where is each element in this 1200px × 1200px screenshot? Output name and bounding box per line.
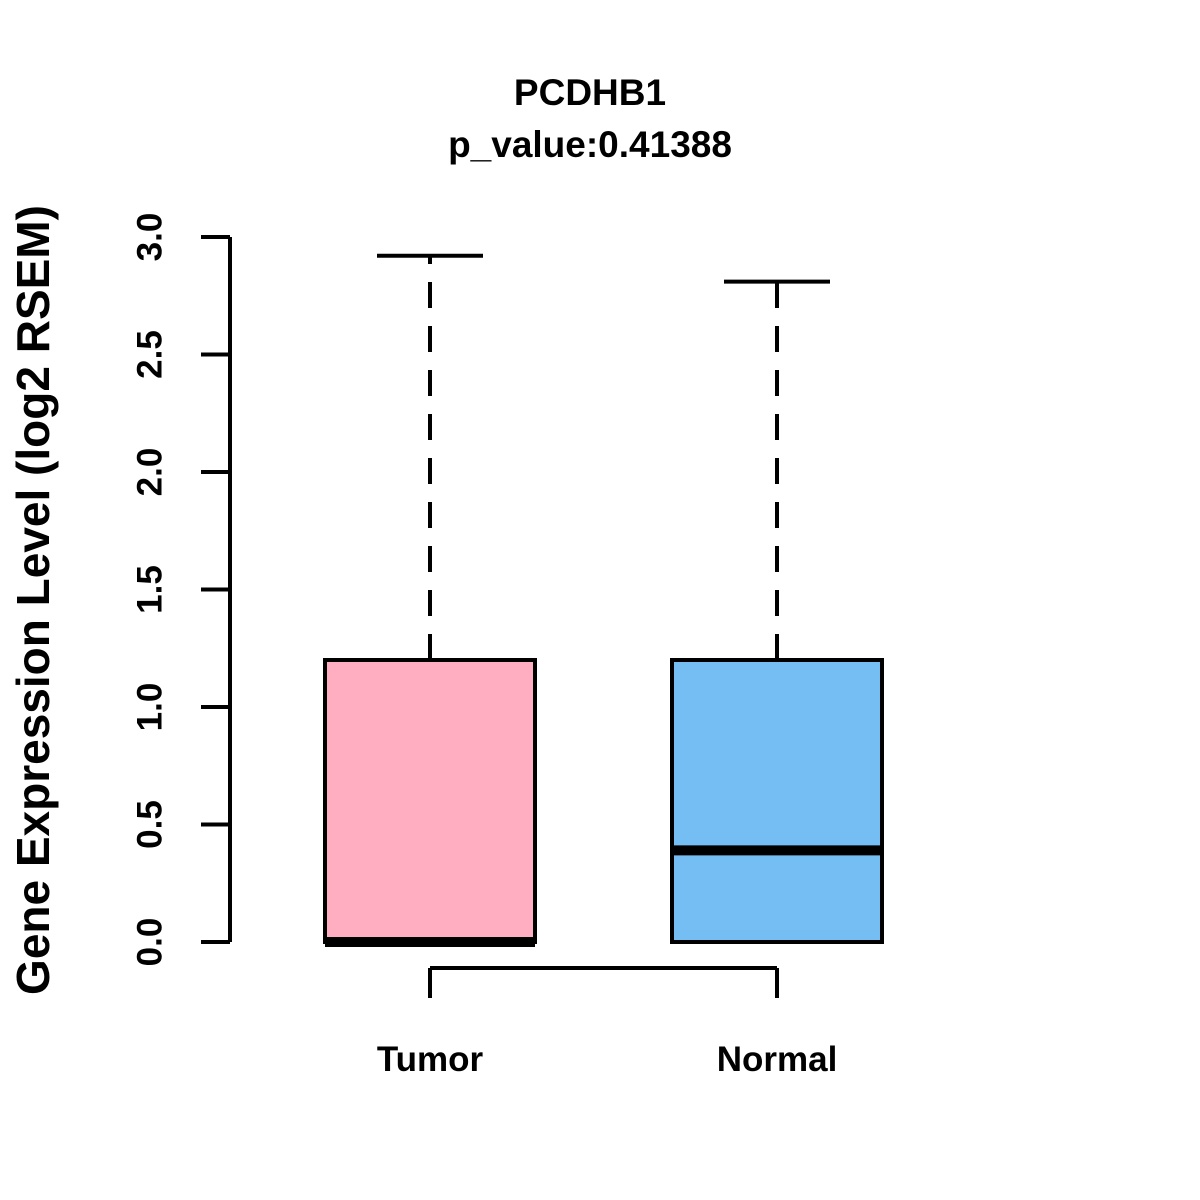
y-axis-tick-label: 2.5 — [131, 330, 170, 379]
y-axis-tick-label: 3.0 — [131, 213, 170, 262]
y-axis-tick-label: 1.5 — [131, 565, 170, 614]
chart-title: PCDHB1 — [513, 72, 667, 113]
y-axis-tick-label: 2.0 — [131, 448, 170, 497]
y-axis-tick-label: 0.0 — [131, 918, 170, 967]
category-label-normal: Normal — [716, 1040, 838, 1079]
y-axis-tick-label: 1.0 — [131, 683, 170, 732]
chart-subtitle: p_value:0.41388 — [448, 124, 732, 165]
y-axis-tick-label: 0.5 — [131, 800, 170, 849]
category-label-tumor: Tumor — [376, 1040, 484, 1079]
box-normal — [670, 658, 884, 944]
box-tumor — [323, 658, 537, 944]
